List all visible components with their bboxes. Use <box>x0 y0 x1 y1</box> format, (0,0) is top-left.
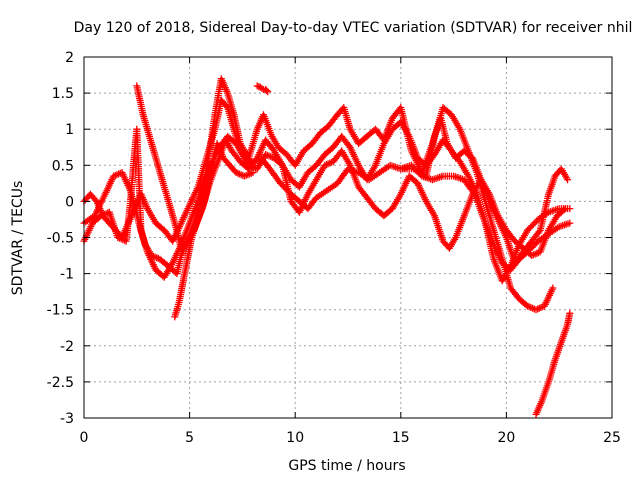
x-tick-label: 5 <box>185 430 194 446</box>
data-point <box>566 309 574 317</box>
data-point <box>258 84 266 92</box>
data-point <box>253 82 261 90</box>
x-tick-label: 25 <box>603 430 621 446</box>
y-tick-label: 0.5 <box>52 158 74 174</box>
data-point <box>566 219 574 227</box>
data-point <box>153 254 161 262</box>
y-tick-label: -0.5 <box>47 231 74 247</box>
y-tick-label: -3 <box>60 411 74 427</box>
y-tick-label: 2 <box>65 50 74 66</box>
data-points <box>80 75 574 418</box>
data-point <box>234 169 242 177</box>
series-trace-e <box>171 140 257 321</box>
data-point <box>564 176 572 184</box>
data-point <box>263 87 271 95</box>
x-tick-label: 20 <box>497 430 515 446</box>
data-point <box>549 284 557 292</box>
data-point <box>527 223 534 231</box>
y-tick-label: -2.5 <box>47 375 74 391</box>
x-tick-label: 10 <box>286 430 304 446</box>
y-tick-label: 1 <box>65 122 74 138</box>
x-tick-label: 15 <box>392 430 410 446</box>
data-point <box>528 222 536 230</box>
y-tick-label: 0 <box>65 194 74 210</box>
chart-title: Day 120 of 2018, Sidereal Day-to-day VTE… <box>74 20 633 36</box>
y-tick-label: -1 <box>60 267 74 283</box>
y-tick-label: -1.5 <box>47 303 74 319</box>
data-point <box>530 220 538 228</box>
x-axis-label: GPS time / hours <box>288 458 405 474</box>
data-point <box>264 88 272 96</box>
data-point <box>111 171 119 179</box>
data-point <box>531 219 539 226</box>
y-axis-label: SDTVAR / TECUs <box>10 181 26 296</box>
data-point <box>525 225 533 233</box>
data-point <box>323 161 330 169</box>
series-trace-g <box>253 82 272 96</box>
data-point <box>524 226 531 234</box>
axis-ticks: 0 5 10 15 20 25 2 1.5 1 0.5 0 -0.5 -1 -1.5 -2 -2.5 -3 <box>47 50 621 446</box>
y-tick-label: 1.5 <box>52 86 74 102</box>
data-point <box>249 169 257 176</box>
series-trace-h <box>532 309 574 418</box>
data-point <box>562 205 569 213</box>
data-point <box>534 305 542 313</box>
x-tick-label: 0 <box>80 430 89 446</box>
data-point <box>276 179 284 187</box>
y-tick-label: -2 <box>60 339 74 355</box>
data-point <box>535 228 543 236</box>
data-point <box>560 206 568 214</box>
series-trace-f <box>397 114 572 267</box>
